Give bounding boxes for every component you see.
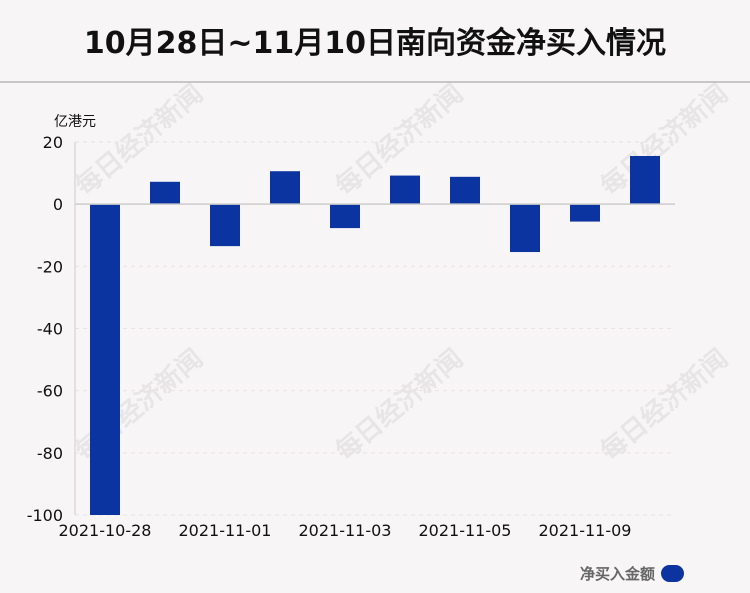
x-tick-label: 2021-11-05 bbox=[419, 521, 512, 540]
legend: 净买入金额 bbox=[580, 563, 684, 584]
x-tick-label: 2021-11-01 bbox=[179, 521, 272, 540]
y-tick-label: 20 bbox=[43, 133, 63, 152]
title-divider bbox=[0, 81, 750, 83]
bar bbox=[570, 204, 600, 222]
legend-label: 净买入金额 bbox=[579, 565, 655, 583]
y-axis-label: 亿港元 bbox=[54, 114, 96, 130]
bar bbox=[330, 204, 360, 229]
bar bbox=[630, 155, 660, 205]
y-tick-label: 0 bbox=[53, 195, 63, 214]
bar bbox=[150, 181, 180, 205]
legend-swatch bbox=[661, 565, 684, 582]
chart-title: 10月28日~11月10日南向资金净买入情况 bbox=[83, 26, 667, 61]
x-tick-label: 2021-11-03 bbox=[299, 521, 392, 540]
x-tick-label: 2021-10-28 bbox=[59, 521, 152, 540]
y-tick-label: -40 bbox=[37, 320, 63, 339]
bar bbox=[90, 204, 120, 515]
y-tick-label: -60 bbox=[37, 382, 63, 401]
bar bbox=[450, 176, 480, 205]
y-tick-label: -100 bbox=[27, 506, 63, 525]
y-tick-label: -20 bbox=[37, 257, 63, 276]
bar bbox=[390, 175, 420, 205]
bar bbox=[510, 204, 540, 253]
y-tick-label: -80 bbox=[37, 444, 63, 463]
bar bbox=[210, 204, 240, 247]
bar bbox=[270, 171, 300, 205]
x-tick-label: 2021-11-09 bbox=[539, 521, 632, 540]
